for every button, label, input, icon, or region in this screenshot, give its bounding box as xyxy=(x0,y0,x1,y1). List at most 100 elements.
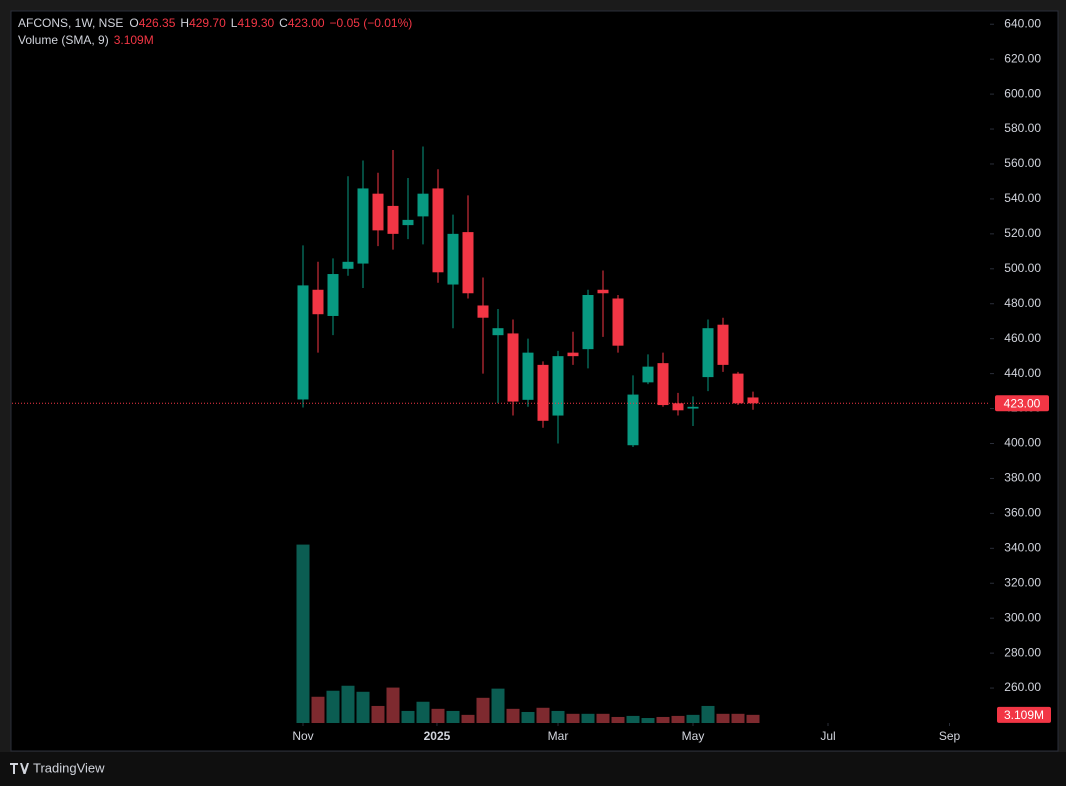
ohlc-key: H xyxy=(180,16,189,30)
chart-panel xyxy=(10,10,1059,752)
y-tick-label: 540.00 xyxy=(1004,191,1041,205)
ohlc-key: L xyxy=(231,16,238,30)
volume-bar xyxy=(416,701,430,723)
y-tick-label: 340.00 xyxy=(1004,540,1041,554)
volume-bar xyxy=(701,705,715,723)
volume-bar xyxy=(551,710,565,723)
x-tick-label: 2025 xyxy=(424,729,451,743)
volume-bar xyxy=(326,690,340,723)
candle-body xyxy=(747,397,759,404)
candle-body xyxy=(732,373,744,404)
volume-bar xyxy=(506,708,520,723)
candle-body xyxy=(342,261,354,269)
volume-value: 3.109M xyxy=(114,33,154,47)
volume-bar xyxy=(461,714,475,723)
ohlc-value: 423.00 xyxy=(288,16,325,30)
volume-bar xyxy=(536,707,550,723)
y-tick-label: 620.00 xyxy=(1004,51,1041,65)
y-tick-label: 380.00 xyxy=(1004,471,1041,485)
y-tick-label: 600.00 xyxy=(1004,86,1041,100)
candle-body xyxy=(327,274,339,316)
volume-bar xyxy=(296,544,310,723)
y-tick-label: 480.00 xyxy=(1004,296,1041,310)
y-tick-label: 260.00 xyxy=(1004,680,1041,694)
legend-line: AFCONS, 1W, NSE O426.35 H429.70 L419.30 C423… xyxy=(18,16,412,30)
candle-body xyxy=(552,356,564,416)
volume-bar xyxy=(446,710,460,723)
y-tick-label: 500.00 xyxy=(1004,261,1041,275)
candle-body xyxy=(462,232,474,294)
x-tick-label: Mar xyxy=(548,729,569,743)
candle-body xyxy=(357,188,369,264)
volume-bar xyxy=(596,713,610,723)
legend: AFCONS, 1W, NSE O426.35 H429.70 L419.30 C423… xyxy=(18,16,412,47)
candle-body xyxy=(537,364,549,421)
ohlc-key: O xyxy=(129,16,138,30)
ohlc-value: 426.35 xyxy=(139,16,176,30)
x-tick-label: Sep xyxy=(939,729,961,743)
volume-bar xyxy=(716,713,730,723)
volume-bar xyxy=(611,716,625,723)
volume-bar xyxy=(671,715,685,723)
candle-body xyxy=(402,219,414,226)
volume-bar xyxy=(626,715,640,723)
candle-body xyxy=(717,324,729,365)
volume-bar xyxy=(566,713,580,723)
volume-bar xyxy=(356,691,370,723)
footer-logo: TradingView xyxy=(10,760,105,775)
x-tick-label: May xyxy=(682,729,705,743)
volume-bar xyxy=(731,713,745,723)
volume-bar xyxy=(371,705,385,723)
logo-icon xyxy=(10,763,29,774)
candle-body xyxy=(372,193,384,231)
y-tick-label: 580.00 xyxy=(1004,121,1041,135)
volume-legend: Volume (SMA, 9) 3.109M xyxy=(18,33,154,47)
plot-area: 260.00 280.00 300.00 320.00 340.00 360.00 380.… xyxy=(12,16,1051,743)
ohlc-value: 429.70 xyxy=(189,16,226,30)
change: −0.05 (−0.01%) xyxy=(330,16,413,30)
candle-body xyxy=(387,205,399,234)
candle-body xyxy=(627,394,639,446)
y-tick-label: 280.00 xyxy=(1004,645,1041,659)
y-tick-label: 640.00 xyxy=(1004,16,1041,30)
volume-title: Volume (SMA, 9) xyxy=(18,33,109,47)
candle-body xyxy=(582,295,594,350)
volume-bar xyxy=(386,687,400,723)
volume-bar xyxy=(311,696,325,723)
volume-bar xyxy=(476,697,490,723)
y-tick-label: 520.00 xyxy=(1004,226,1041,240)
y-tick-label: 320.00 xyxy=(1004,575,1041,589)
volume-bar xyxy=(491,688,505,723)
ohlc-value: 419.30 xyxy=(237,16,274,30)
volume-bar xyxy=(521,711,535,723)
candle-body xyxy=(672,403,684,411)
candle-body xyxy=(432,188,444,273)
candle-body xyxy=(612,298,624,346)
brand: TradingView xyxy=(33,760,105,775)
y-tick-label: 460.00 xyxy=(1004,331,1041,345)
candle-body xyxy=(702,328,714,378)
volume-label: 3.109M xyxy=(1004,708,1044,722)
x-tick-label: Jul xyxy=(820,729,835,743)
volume-bar xyxy=(746,714,760,723)
volume-bar xyxy=(581,713,595,723)
volume-bar xyxy=(656,716,670,723)
candle-body xyxy=(477,305,489,318)
footer-bar xyxy=(0,752,1066,786)
candle-body xyxy=(597,289,609,294)
candle-body xyxy=(417,193,429,217)
y-tick-label: 440.00 xyxy=(1004,366,1041,380)
candle-body xyxy=(312,289,324,315)
volume-bar xyxy=(641,718,655,723)
volume-bar xyxy=(401,710,415,723)
candle-body xyxy=(642,366,654,383)
candle-body xyxy=(567,352,579,357)
symbol: AFCONS, 1W, NSE xyxy=(18,16,123,30)
last-price-box xyxy=(995,395,1049,412)
candle-body xyxy=(687,406,699,409)
candle-body xyxy=(522,352,534,400)
ohlc-key: C xyxy=(279,16,288,30)
volume-bar xyxy=(431,708,445,723)
